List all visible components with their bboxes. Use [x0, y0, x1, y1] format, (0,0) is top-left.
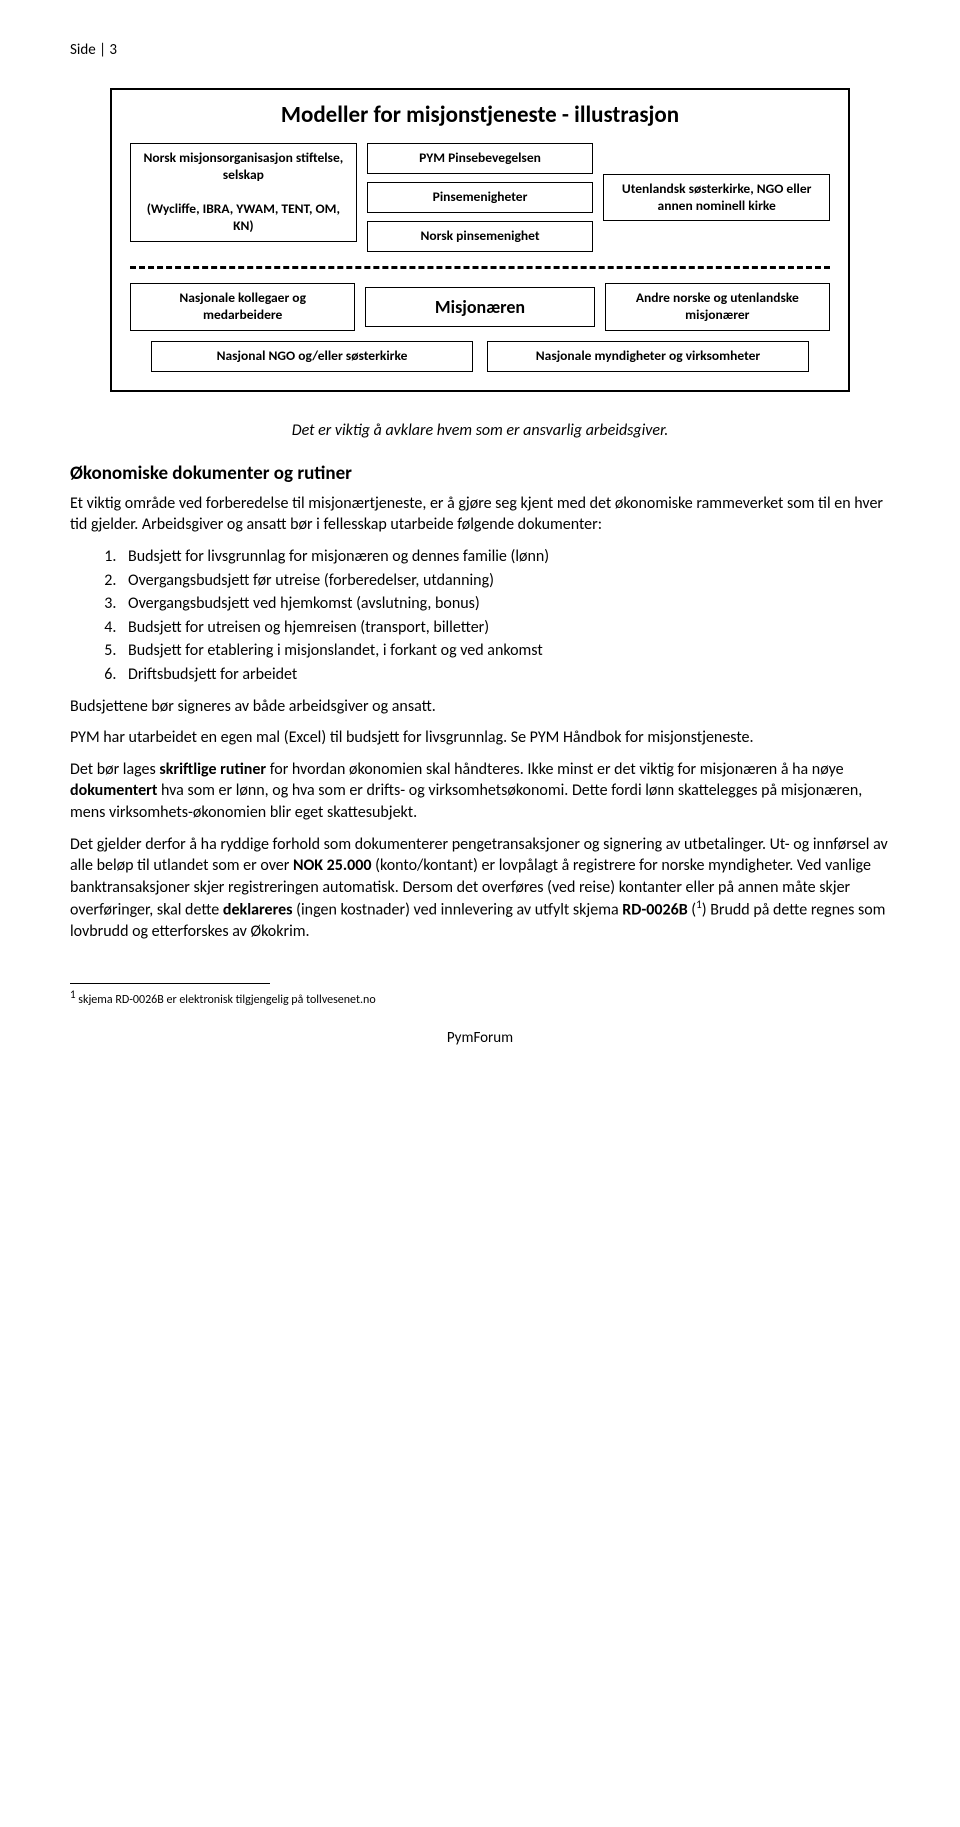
box-pym: PYM Pinsebevegelsen: [367, 143, 594, 174]
page-header: Side | 3: [70, 40, 890, 60]
dashed-divider: [130, 266, 830, 269]
footnote-text: skjema RD-0026B er elektronisk tilgjenge…: [76, 993, 376, 1007]
bold-text: skriftlige rutiner: [159, 760, 266, 779]
text: (: [688, 901, 696, 920]
text: hva som er lønn, og hva som er drifts- o…: [70, 781, 862, 822]
diagram-row-1: Norsk misjonsorganisasjon stiftelse, sel…: [130, 143, 830, 252]
list-item: Budsjett for etablering i misjonslandet,…: [120, 640, 890, 662]
diagram-title: Modeller for misjonstjeneste - illustras…: [130, 100, 830, 131]
diagram-col-2: PYM Pinsebevegelsen Pinsemenigheter Nors…: [367, 143, 594, 252]
list-item: Overgangsbudsjett ved hjemkomst (avslutn…: [120, 593, 890, 615]
box-nasjonale-kollegaer: Nasjonale kollegaer og medarbeidere: [130, 283, 355, 331]
box-nasjonale-myndigheter: Nasjonale myndigheter og virksomheter: [487, 341, 809, 372]
bold-text: deklareres: [223, 901, 293, 920]
box-text: Norsk misjonsorganisasjon stiftelse, sel…: [143, 149, 343, 183]
diagram-row-2: Nasjonale kollegaer og medarbeidere Misj…: [130, 283, 830, 331]
paragraph-1: Et viktig område ved forberedelse til mi…: [70, 493, 890, 536]
paragraph-4: Det bør lages skriftlige rutiner for hvo…: [70, 759, 890, 824]
paragraph-5: Det gjelder derfor å ha ryddige forhold …: [70, 834, 890, 943]
box-utenlandsk: Utenlandsk søsterkirke, NGO eller annen …: [603, 174, 830, 222]
footnote-rule: [70, 983, 270, 984]
numbered-list: Budsjett for livsgrunnlag for misjonæren…: [70, 546, 890, 686]
box-pinsemenigheter: Pinsemenigheter: [367, 182, 594, 213]
text: for hvordan økonomien skal håndteres. Ik…: [266, 760, 843, 779]
italic-caption: Det er viktig å avklare hvem som er ansv…: [70, 420, 890, 442]
footnote: 1 skjema RD-0026B er elektronisk tilgjen…: [70, 988, 890, 1008]
bold-text: RD-0026B: [622, 901, 687, 920]
box-misjonaeren: Misjonæren: [365, 287, 594, 328]
paragraph-2: Budsjettene bør signeres av både arbeids…: [70, 696, 890, 718]
box-text: (Wycliffe, IBRA, YWAM, TENT, OM, KN): [147, 200, 340, 234]
bold-text: NOK 25.000: [293, 856, 372, 875]
box-nasjonal-ngo: Nasjonal NGO og/eller søsterkirke: [151, 341, 473, 372]
paragraph-3: PYM har utarbeidet en egen mal (Excel) t…: [70, 727, 890, 749]
list-item: Budsjett for livsgrunnlag for misjonæren…: [120, 546, 890, 568]
diagram-row-3: Nasjonal NGO og/eller søsterkirke Nasjon…: [130, 341, 830, 372]
section-heading: Økonomiske dokumenter og rutiner: [70, 461, 890, 487]
list-item: Driftsbudsjett for arbeidet: [120, 664, 890, 686]
bold-text: dokumentert: [70, 781, 157, 800]
page-footer: PymForum: [70, 1028, 890, 1048]
box-norsk-pinsemenighet: Norsk pinsemenighet: [367, 221, 594, 252]
text: (ingen kostnader) ved innlevering av utf…: [293, 901, 623, 920]
diagram-col-3: Utenlandsk søsterkirke, NGO eller annen …: [603, 143, 830, 252]
box-norsk-org: Norsk misjonsorganisasjon stiftelse, sel…: [130, 143, 357, 241]
diagram-container: Modeller for misjonstjeneste - illustras…: [110, 88, 850, 391]
list-item: Overgangsbudsjett før utreise (forberede…: [120, 570, 890, 592]
box-andre-norske: Andre norske og utenlandske misjonærer: [605, 283, 830, 331]
text: Det bør lages: [70, 760, 159, 779]
list-item: Budsjett for utreisen og hjemreisen (tra…: [120, 617, 890, 639]
diagram-col-1: Norsk misjonsorganisasjon stiftelse, sel…: [130, 143, 357, 252]
